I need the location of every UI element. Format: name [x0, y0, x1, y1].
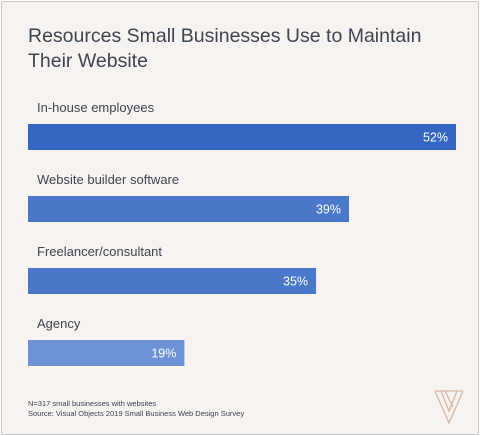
- source-note: Source: Visual Objects 2019 Small Busine…: [28, 409, 245, 418]
- category-label: Agency: [37, 316, 81, 331]
- footnote: N=317 small businesses with websites Sou…: [28, 399, 244, 419]
- visual-objects-logo-icon: [434, 390, 464, 425]
- category-label: In-house employees: [37, 100, 155, 115]
- chart-title: Resources Small Businesses Use to Mainta…: [28, 25, 422, 72]
- value-label: 52%: [423, 131, 448, 145]
- bar: [28, 268, 317, 294]
- sample-note: N=317 small businesses with websites: [28, 399, 157, 408]
- bar: [28, 196, 349, 222]
- value-label: 39%: [316, 203, 341, 217]
- bar: [28, 124, 456, 150]
- value-label: 35%: [283, 275, 308, 289]
- value-label: 19%: [151, 347, 176, 361]
- category-label: Freelancer/consultant: [37, 244, 162, 259]
- category-label: Website builder software: [37, 172, 179, 187]
- bar: [28, 340, 185, 366]
